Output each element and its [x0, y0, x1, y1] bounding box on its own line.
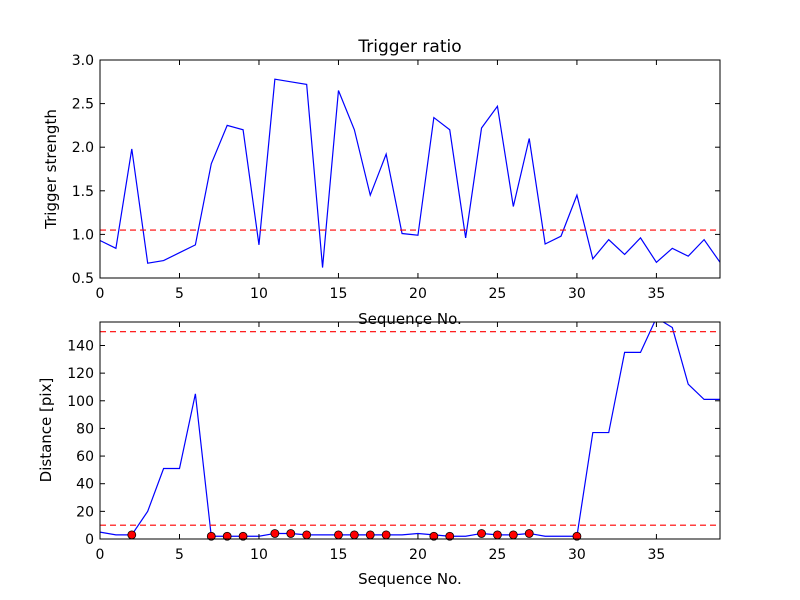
y-tick-label: 1.5: [72, 184, 94, 200]
series-line: [100, 322, 720, 537]
data-point-marker: [206, 531, 216, 541]
x-tick-label: 30: [568, 547, 586, 563]
chart-distance: 0 5 10 15 20 25 30 35 0 20 40 60 80 100 120 140 Sequenc…: [37, 321, 721, 588]
data-point-marker: [222, 531, 232, 541]
x-axis-label: Sequence No.: [358, 570, 462, 588]
series-line: [100, 78, 720, 268]
x-tick-label: 15: [330, 286, 348, 302]
data-point-marker: [508, 530, 518, 540]
x-tick-label: 35: [647, 286, 665, 302]
x-tick-label: 20: [409, 547, 427, 563]
x-tick-label: 0: [96, 547, 105, 563]
data-point-marker: [429, 531, 439, 541]
x-tick-label: 5: [175, 547, 184, 563]
y-tick-label: 20: [76, 504, 94, 520]
data-point-marker: [286, 529, 296, 538]
x-tick-label: 25: [489, 286, 507, 302]
x-tick-label: 25: [489, 547, 507, 563]
data-point-marker: [334, 530, 343, 540]
y-tick-label: 60: [76, 449, 94, 465]
data-point-marker: [493, 530, 502, 540]
data-point-marker: [127, 530, 137, 540]
data-point-marker: [477, 529, 486, 538]
y-tick-label: 140: [67, 338, 94, 354]
y-tick-label: 2.5: [72, 97, 94, 113]
plot-frame: [99, 59, 721, 279]
y-tick-label: 1.0: [72, 227, 94, 243]
x-tick-label: 10: [250, 547, 268, 563]
data-point-marker: [270, 529, 280, 538]
y-tick-label: 80: [76, 421, 94, 437]
data-point-marker: [365, 530, 375, 540]
data-point-marker: [572, 531, 582, 541]
y-axis-label: Distance [pix]: [37, 378, 55, 483]
y-tick-label: 40: [76, 477, 94, 493]
data-point-marker: [349, 530, 359, 540]
x-tick-label: 15: [330, 547, 348, 563]
y-axis-label: Trigger strength: [42, 109, 60, 230]
y-tick-label: 3.0: [72, 53, 94, 69]
x-tick-label: 20: [409, 286, 427, 302]
data-point-marker: [524, 529, 534, 538]
data-point-marker: [302, 530, 312, 540]
chart-title: Trigger ratio: [357, 37, 461, 57]
x-tick-label: 30: [568, 286, 586, 302]
x-tick-label: 5: [175, 286, 184, 302]
y-tick-label: 120: [67, 366, 94, 382]
x-tick-label: 10: [250, 286, 268, 302]
chart-trigger-ratio: Trigger ratio 0 5 10 15 20 25 30 35 0.5 1.0 1.5 2.0…: [42, 37, 721, 328]
data-point-marker: [238, 531, 248, 541]
y-tick-label: 0: [85, 532, 94, 548]
y-tick-label: 0.5: [72, 271, 94, 287]
data-point-marker: [381, 530, 391, 540]
x-axis-label: Sequence No.: [358, 310, 462, 328]
x-tick-label: 35: [647, 547, 665, 563]
y-tick-label: 100: [67, 394, 94, 410]
data-point-marker: [445, 531, 455, 541]
y-tick-label: 2.0: [72, 140, 94, 156]
x-tick-label: 0: [96, 286, 105, 302]
plot-frame: [99, 321, 721, 540]
